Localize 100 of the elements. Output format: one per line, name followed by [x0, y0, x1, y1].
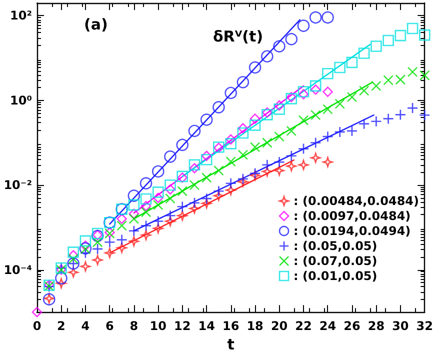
x-tick-label: 32	[416, 319, 433, 334]
point	[177, 210, 188, 221]
legend-label: : (0.01,0.05)	[294, 269, 378, 283]
point	[322, 68, 334, 80]
point	[346, 56, 358, 68]
legend-label: : (0.0194,0.0494)	[294, 224, 411, 238]
point	[286, 150, 298, 162]
point	[274, 165, 284, 176]
x-tick-label: 0	[32, 319, 42, 334]
point	[322, 104, 333, 114]
point	[298, 143, 310, 154]
x-tick-label: 10	[150, 319, 166, 334]
point	[176, 138, 189, 152]
point	[310, 80, 322, 92]
x-tick-label: 2	[57, 319, 66, 334]
point	[55, 272, 68, 284]
point	[358, 118, 370, 130]
point	[201, 150, 212, 162]
point	[262, 166, 272, 177]
point	[116, 220, 127, 231]
x-tick-label: 12	[174, 319, 191, 334]
point	[274, 100, 284, 111]
point	[188, 197, 200, 209]
point	[80, 261, 91, 272]
point	[224, 86, 237, 100]
point	[80, 240, 91, 251]
point	[310, 84, 321, 95]
point	[128, 214, 140, 224]
point	[250, 114, 260, 124]
point	[116, 242, 127, 253]
point	[250, 142, 260, 152]
legend-label: : (0.00484,0.0484)	[294, 194, 419, 208]
point	[285, 33, 298, 46]
point	[310, 137, 322, 148]
point	[116, 214, 127, 224]
point	[140, 200, 152, 212]
x-tick-label: 8	[130, 319, 138, 334]
point	[189, 163, 200, 174]
annotation: (a)	[84, 16, 108, 34]
y-tick-label: 10⁻²	[4, 178, 32, 192]
point	[286, 161, 297, 172]
point	[298, 86, 310, 98]
point	[370, 40, 382, 52]
x-axis-title: t	[227, 336, 234, 354]
point	[165, 216, 176, 226]
point	[322, 86, 333, 97]
point	[309, 11, 322, 24]
point	[322, 11, 334, 24]
point	[236, 76, 250, 88]
x-tick-label: 18	[246, 319, 264, 334]
point	[152, 186, 164, 198]
point	[188, 124, 201, 138]
point	[164, 210, 176, 222]
point	[298, 115, 309, 126]
point	[164, 179, 176, 191]
point	[298, 89, 309, 100]
point	[358, 48, 370, 59]
point	[176, 200, 188, 212]
point	[225, 138, 236, 150]
point	[419, 109, 430, 121]
point	[152, 200, 164, 210]
x-tick-label: 22	[295, 319, 312, 334]
point	[104, 236, 116, 248]
point	[165, 184, 176, 195]
text: δRⱽ(t)	[213, 28, 264, 46]
point	[237, 127, 249, 139]
point	[249, 120, 261, 131]
point	[248, 61, 262, 74]
point	[334, 98, 345, 109]
point	[104, 248, 115, 258]
point	[68, 246, 79, 258]
point	[394, 30, 406, 42]
legend-label: : (0.07,0.05)	[294, 254, 378, 268]
point	[334, 126, 346, 138]
point	[262, 109, 273, 120]
point	[188, 159, 200, 171]
point	[382, 113, 394, 124]
point	[177, 186, 188, 196]
point	[237, 173, 249, 185]
point	[165, 193, 176, 204]
point	[214, 165, 224, 176]
point	[370, 116, 382, 128]
point	[334, 62, 346, 74]
legend-label: : (0.05,0.05)	[294, 239, 378, 253]
point	[128, 236, 140, 246]
point	[140, 177, 152, 190]
point	[274, 156, 285, 168]
point	[200, 192, 212, 204]
point	[238, 123, 248, 134]
point	[407, 66, 418, 78]
point	[262, 107, 272, 118]
point	[274, 131, 284, 142]
point	[68, 254, 78, 264]
x-tick-label: 4	[81, 319, 90, 334]
point	[420, 70, 430, 81]
point	[322, 156, 333, 168]
point	[152, 216, 164, 227]
point	[226, 184, 236, 196]
y-tick-label: 10⁻⁴	[4, 262, 32, 277]
legend-label: : (0.0097,0.0484)	[294, 209, 411, 223]
